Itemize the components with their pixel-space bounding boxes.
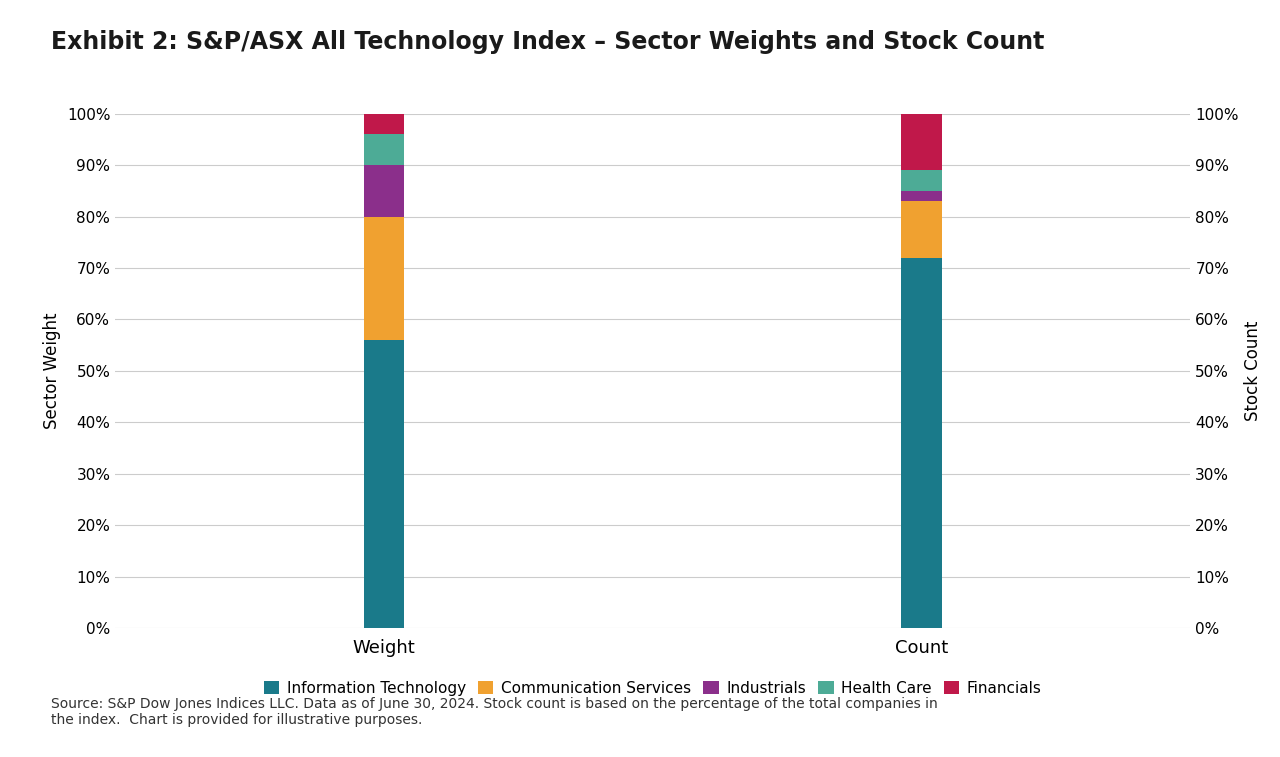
Text: Exhibit 2: S&P/ASX All Technology Index – Sector Weights and Stock Count: Exhibit 2: S&P/ASX All Technology Index … xyxy=(51,30,1044,55)
Bar xyxy=(364,134,404,165)
Y-axis label: Sector Weight: Sector Weight xyxy=(44,313,61,429)
Bar xyxy=(364,114,404,134)
Text: Source: S&P Dow Jones Indices LLC. Data as of June 30, 2024. Stock count is base: Source: S&P Dow Jones Indices LLC. Data … xyxy=(51,696,938,727)
Bar xyxy=(901,114,942,170)
Bar xyxy=(901,257,942,628)
Y-axis label: Stock Count: Stock Count xyxy=(1244,321,1262,421)
Bar xyxy=(901,170,942,191)
Bar xyxy=(364,217,404,340)
Legend: Information Technology, Communication Services, Industrials, Health Care, Financ: Information Technology, Communication Se… xyxy=(257,674,1048,702)
Bar xyxy=(901,191,942,201)
Bar xyxy=(364,340,404,628)
Bar xyxy=(364,165,404,217)
Bar xyxy=(901,201,942,257)
